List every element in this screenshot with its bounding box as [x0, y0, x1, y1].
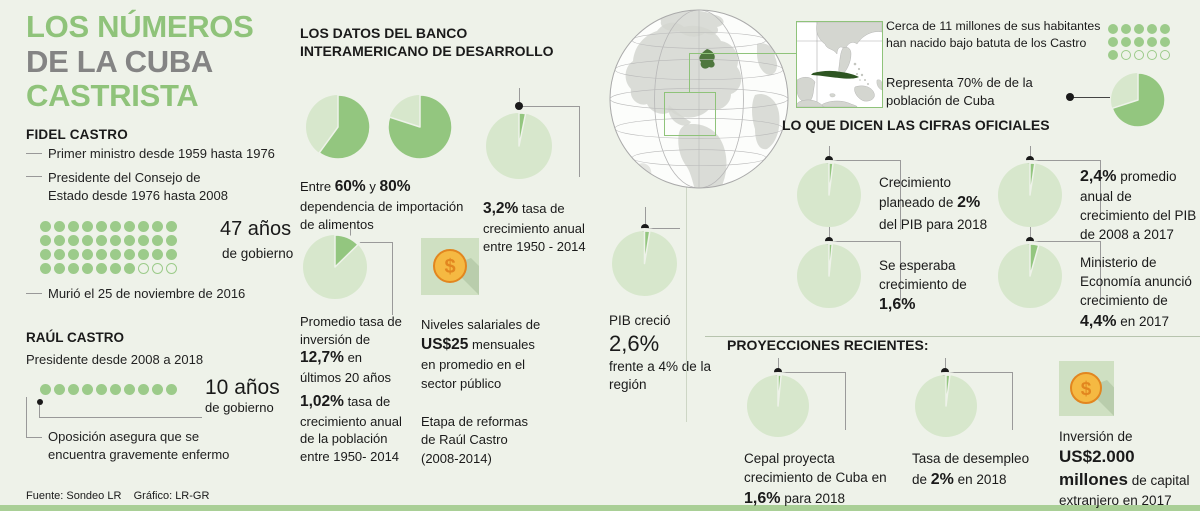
svg-text:$: $	[1081, 379, 1092, 400]
svg-text:$: $	[444, 256, 455, 278]
